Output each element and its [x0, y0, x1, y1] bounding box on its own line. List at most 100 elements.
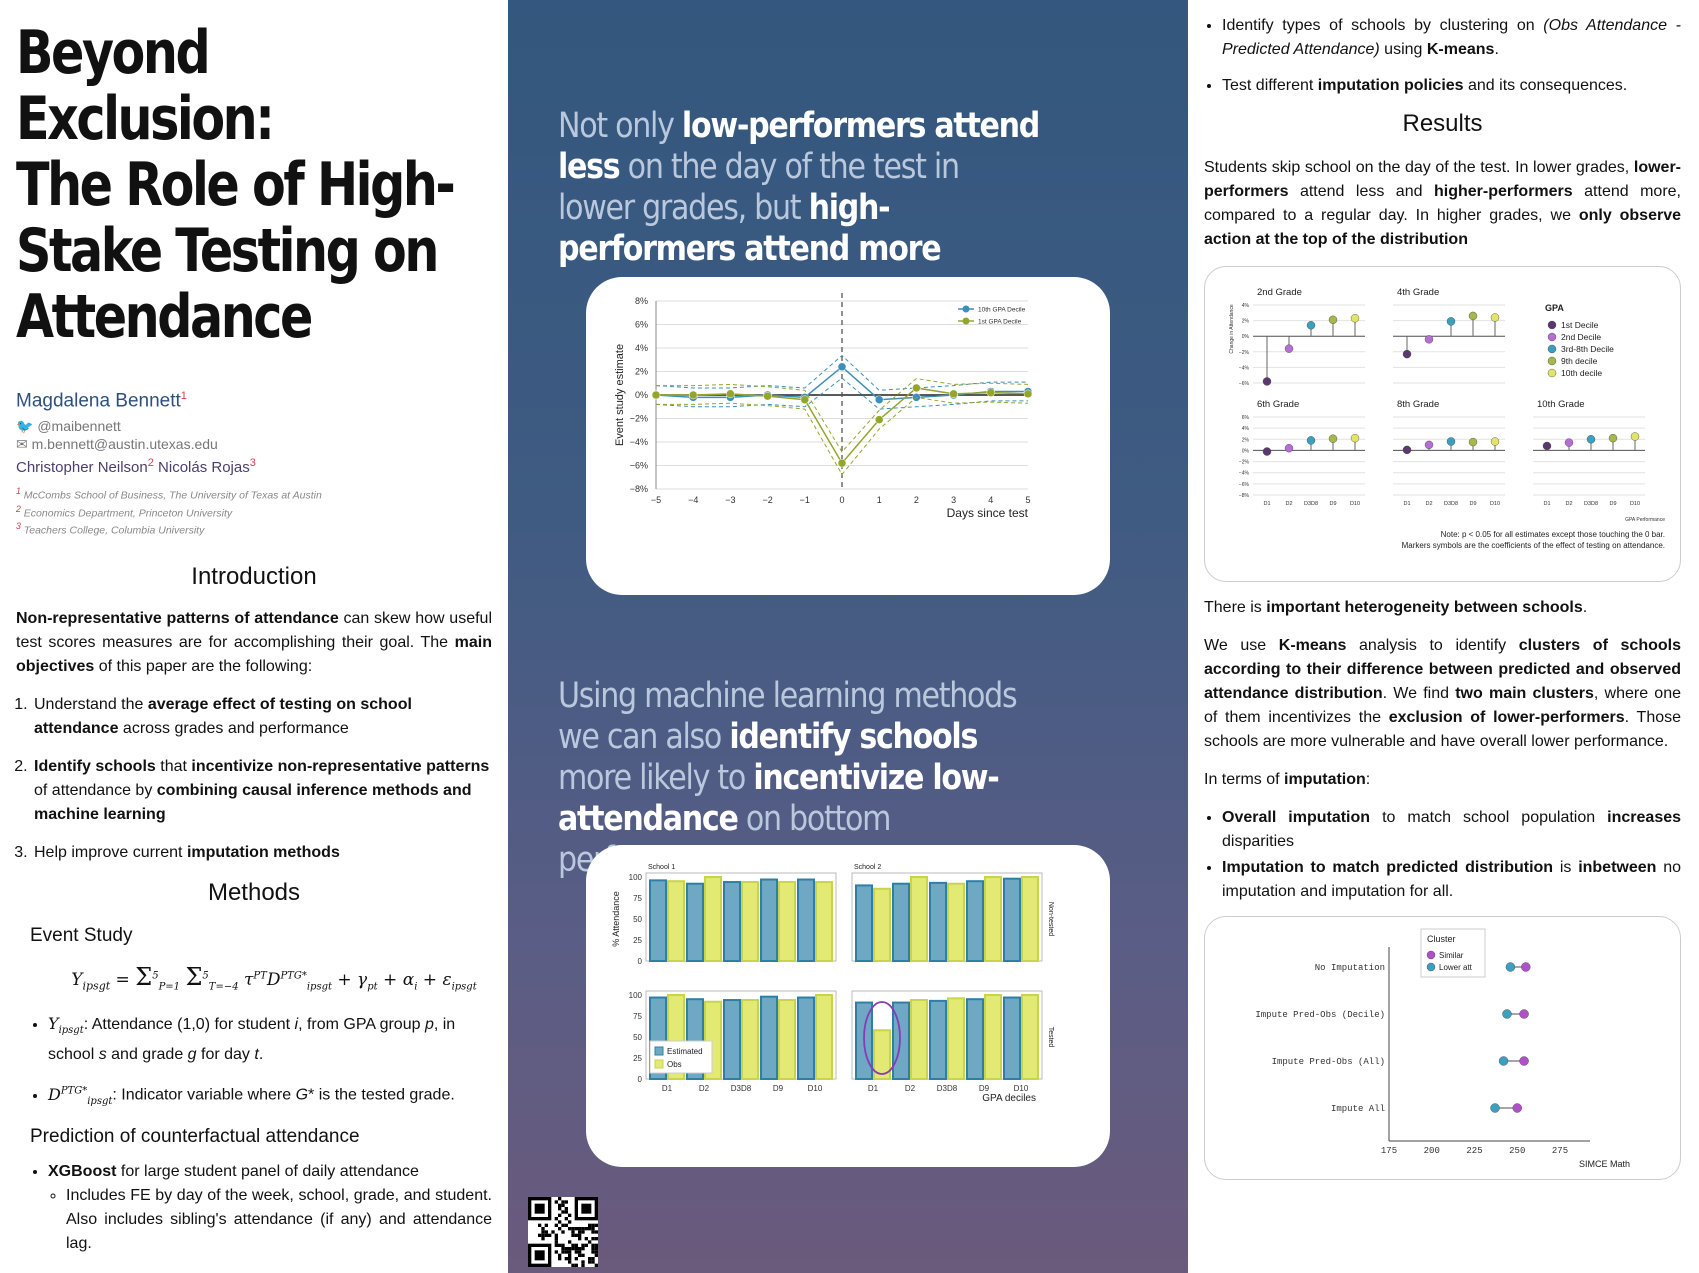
twitter-handle[interactable]: 🐦 @maibennett — [16, 418, 492, 435]
x-tick-label: 175 — [1381, 1146, 1397, 1156]
y-tick-label: 2% — [1242, 319, 1250, 325]
bold-text: exclusion of lower-performers — [1388, 709, 1625, 726]
qr-module — [561, 1223, 565, 1227]
qr-finder — [581, 1203, 592, 1214]
bar-estimated — [929, 999, 947, 1081]
data-point — [1306, 436, 1316, 445]
x-tick-label: D2 — [905, 1084, 916, 1093]
confidence-band — [656, 378, 1029, 453]
bar-estimated — [797, 996, 815, 1081]
qr-module — [568, 1220, 572, 1224]
email-link[interactable]: ✉ m.bennett@austin.utexas.edu — [16, 436, 492, 453]
prediction-heading: Prediction of counterfactual attendance — [30, 1125, 360, 1147]
bar-observed — [910, 999, 928, 1080]
bar-estimated — [1003, 877, 1021, 962]
methods-cont-item: Identify types of schools by clustering … — [1222, 14, 1681, 62]
intro-paragraph: Non-representative patterns of attendanc… — [16, 607, 492, 679]
x-tick-label: 225 — [1466, 1146, 1482, 1156]
prediction-subitem: Includes FE by day of the week, school, … — [66, 1184, 492, 1256]
aff-sup: 1 — [16, 486, 21, 497]
qr-module — [568, 1227, 572, 1231]
imputation-chart-card: 175 200 225 250 275 SIMCE Math No Imputation Im… — [1204, 916, 1681, 1180]
qr-module — [594, 1243, 598, 1247]
bar-observed — [1021, 994, 1039, 1080]
text: , where one of them incentivizes the — [1204, 685, 1681, 726]
mail-icon: ✉ — [16, 436, 28, 453]
qr-module — [578, 1230, 582, 1234]
qr-module — [548, 1233, 552, 1237]
x-tick-label: D1 — [662, 1084, 673, 1093]
x-axis-label: SIMCE Math — [1579, 1159, 1630, 1169]
x-tick-label: D1 — [1403, 501, 1410, 507]
text: attend less and — [1288, 183, 1434, 200]
legend-label: Estimated — [667, 1047, 703, 1056]
text: and grade — [106, 1046, 188, 1064]
y-tick-label: 25 — [633, 1054, 642, 1063]
x-tick-label: −5 — [651, 495, 661, 505]
data-point — [1424, 440, 1434, 450]
methods-cont-item: Test different imputation policies and i… — [1222, 74, 1681, 98]
qr-module — [561, 1203, 565, 1207]
data-point — [874, 415, 884, 424]
legend-label: Similar — [1439, 951, 1464, 960]
data-point — [1564, 438, 1574, 447]
bar-estimated — [649, 879, 667, 962]
data-point — [1519, 1056, 1529, 1066]
row-label: Non-tested — [1047, 902, 1054, 936]
headline-text: Not only — [558, 106, 682, 146]
legend-marker — [962, 305, 970, 313]
headline-text: more likely to — [558, 758, 754, 798]
x-tick-label: D10 — [1490, 501, 1500, 507]
qr-module — [558, 1227, 562, 1231]
bold-text: lower-performers — [1204, 159, 1681, 200]
qr-module — [581, 1253, 585, 1257]
italic-text: (Obs Attendance - Predicted Attendance) — [1222, 17, 1681, 58]
category-label: Impute Pred-Obs (Decile) — [1255, 1010, 1385, 1020]
qr-module — [564, 1217, 568, 1221]
y-tick-label: −2% — [1239, 460, 1250, 466]
methods-cont-list: Identify types of schools by clustering … — [1204, 14, 1681, 98]
qr-module — [558, 1220, 562, 1224]
qr-module — [571, 1263, 575, 1267]
qr-module — [558, 1253, 562, 1257]
intro-heading: Introduction — [191, 562, 317, 590]
qr-module — [568, 1240, 572, 1244]
legend-marker — [1547, 332, 1557, 342]
bold-text: Imputation to match predicted distributi… — [1222, 859, 1554, 876]
qr-module — [571, 1243, 575, 1247]
x-tick-label: D2 — [1425, 501, 1432, 507]
middle-column: Not only low-performers attend less on t… — [508, 0, 1188, 1273]
qr-module — [544, 1223, 548, 1227]
data-point — [1284, 443, 1294, 453]
bold-text: imputation methods — [186, 843, 340, 861]
legend-label: 1st GPA Decile — [978, 319, 1022, 326]
qr-module — [581, 1230, 585, 1234]
y-tick-label: 25 — [633, 936, 642, 945]
legend-label: 10th decile — [1561, 368, 1602, 378]
bold-text: Non-representative patterns of attendanc… — [16, 609, 339, 627]
y-tick-label: 50 — [633, 915, 642, 924]
qr-module — [541, 1233, 545, 1237]
qr-module — [571, 1230, 575, 1234]
qr-module — [538, 1233, 542, 1237]
panel-title: 2nd Grade — [1257, 287, 1302, 298]
qr-code[interactable] — [528, 1197, 598, 1267]
bold-text: K-means — [1278, 637, 1347, 654]
coauthor-sup: 2 — [147, 457, 154, 470]
qr-module — [591, 1223, 595, 1227]
panel-title: School 1 — [648, 864, 675, 871]
qr-module — [541, 1230, 545, 1234]
qr-module — [594, 1263, 598, 1267]
qr-module — [588, 1223, 592, 1227]
x-tick-label: 2 — [914, 495, 919, 505]
data-point — [651, 390, 661, 400]
y-tick-label: 50 — [633, 1033, 642, 1042]
text: Understand the — [34, 695, 148, 713]
qr-module — [578, 1237, 582, 1241]
x-tick-label: −4 — [688, 495, 698, 505]
category-label: Impute Pred-Obs (All) — [1272, 1057, 1385, 1067]
text: analysis to identify — [1346, 637, 1519, 654]
bar-estimated — [966, 880, 984, 963]
bar-estimated — [797, 878, 815, 963]
bar-estimated — [892, 882, 910, 962]
